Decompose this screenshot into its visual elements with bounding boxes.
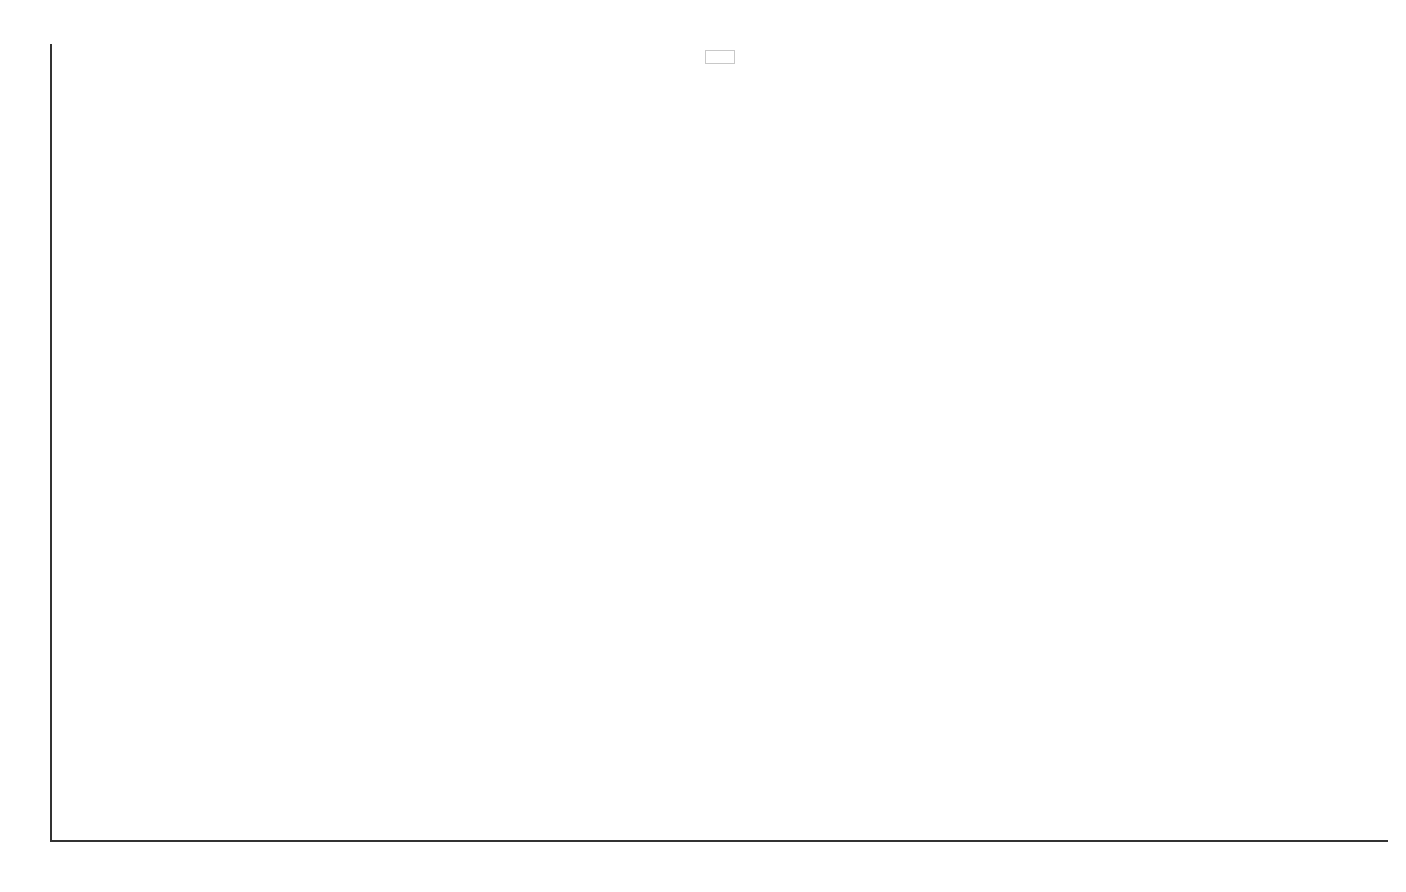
chart-plot-area: [50, 44, 1388, 842]
scatter-svg: [52, 44, 352, 194]
correlation-legend: [705, 50, 735, 64]
